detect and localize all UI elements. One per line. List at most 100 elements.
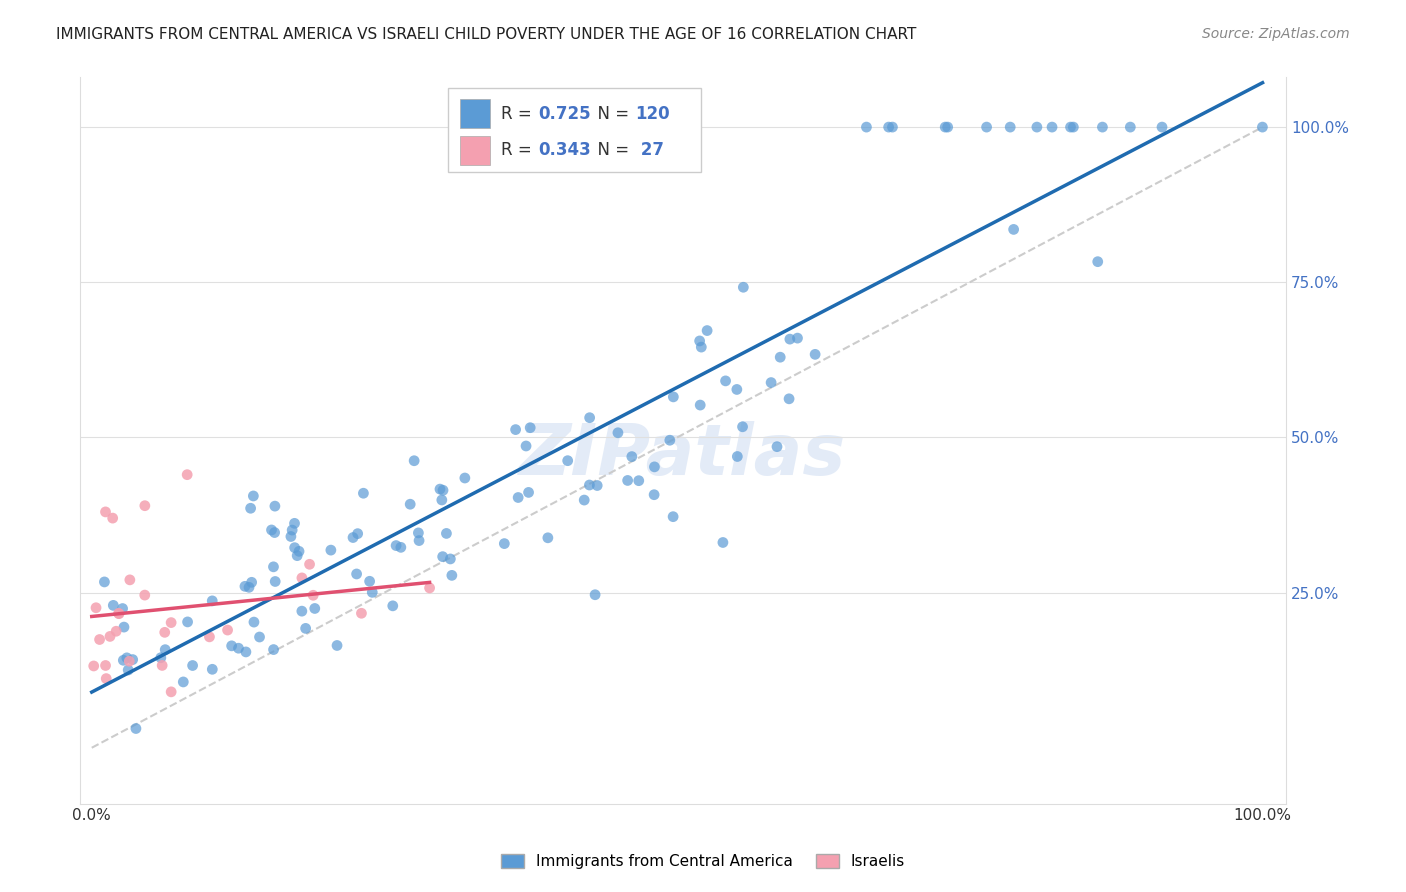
- Point: [408, 533, 430, 548]
- Point: [89, 632, 111, 647]
- FancyBboxPatch shape: [460, 136, 491, 165]
- Point: [643, 488, 665, 502]
- Point: [346, 526, 368, 541]
- Point: [350, 607, 373, 621]
- Point: [804, 347, 827, 361]
- Text: R =: R =: [501, 104, 537, 123]
- Point: [238, 580, 260, 594]
- Point: [385, 539, 408, 553]
- Point: [578, 410, 600, 425]
- Point: [430, 493, 453, 508]
- Text: 27: 27: [634, 141, 664, 159]
- Point: [134, 588, 156, 602]
- Point: [240, 575, 263, 590]
- Point: [121, 652, 143, 666]
- Point: [662, 390, 685, 404]
- Point: [264, 574, 287, 589]
- Point: [998, 120, 1021, 134]
- Point: [769, 350, 792, 364]
- Point: [759, 376, 782, 390]
- Point: [263, 525, 285, 540]
- Point: [419, 581, 441, 595]
- Point: [389, 541, 412, 555]
- Point: [731, 419, 754, 434]
- Point: [1040, 120, 1063, 134]
- Point: [181, 658, 204, 673]
- Point: [201, 662, 224, 676]
- Point: [96, 672, 118, 686]
- Point: [1150, 120, 1173, 134]
- Point: [112, 620, 135, 634]
- Point: [627, 474, 650, 488]
- Point: [94, 505, 117, 519]
- Point: [361, 585, 384, 599]
- Point: [620, 450, 643, 464]
- Point: [359, 574, 381, 589]
- Point: [280, 529, 302, 543]
- Point: [84, 600, 107, 615]
- Point: [1087, 254, 1109, 268]
- Point: [94, 658, 117, 673]
- Point: [1091, 120, 1114, 134]
- Point: [689, 334, 711, 348]
- Point: [976, 120, 998, 134]
- Point: [281, 523, 304, 537]
- Point: [118, 654, 141, 668]
- Point: [586, 478, 609, 492]
- Point: [302, 588, 325, 602]
- Point: [198, 630, 221, 644]
- Point: [264, 499, 287, 513]
- Point: [578, 478, 600, 492]
- Point: [228, 641, 250, 656]
- Point: [936, 120, 959, 134]
- Point: [786, 331, 808, 345]
- Point: [176, 467, 198, 482]
- Point: [432, 549, 454, 564]
- Point: [249, 630, 271, 644]
- Point: [855, 120, 877, 134]
- Point: [263, 642, 285, 657]
- Point: [239, 501, 262, 516]
- Point: [690, 340, 713, 354]
- Point: [877, 120, 900, 134]
- Legend: Immigrants from Central America, Israelis: Immigrants from Central America, Israeli…: [495, 848, 911, 875]
- Point: [117, 663, 139, 677]
- Point: [98, 629, 121, 643]
- Point: [235, 645, 257, 659]
- Point: [150, 658, 173, 673]
- Point: [291, 571, 314, 585]
- Point: [260, 523, 283, 537]
- Point: [934, 120, 956, 134]
- Point: [882, 120, 904, 134]
- Point: [172, 675, 194, 690]
- Point: [118, 573, 141, 587]
- Point: [103, 599, 125, 613]
- Point: [283, 516, 305, 531]
- Text: ZIPatlas: ZIPatlas: [519, 420, 846, 490]
- Text: N =: N =: [586, 104, 634, 123]
- Point: [284, 541, 307, 555]
- Point: [432, 483, 454, 498]
- Point: [326, 639, 349, 653]
- Point: [557, 453, 579, 467]
- Point: [1119, 120, 1142, 134]
- Point: [643, 459, 665, 474]
- Point: [201, 594, 224, 608]
- Point: [288, 544, 311, 558]
- Point: [342, 531, 364, 545]
- Point: [725, 383, 748, 397]
- Text: 120: 120: [634, 104, 669, 123]
- Point: [574, 493, 596, 508]
- Point: [263, 559, 285, 574]
- Point: [291, 604, 314, 618]
- Point: [221, 639, 243, 653]
- Point: [733, 280, 755, 294]
- Point: [160, 615, 183, 630]
- Point: [606, 425, 628, 440]
- Point: [176, 615, 198, 629]
- Point: [1002, 222, 1025, 236]
- FancyBboxPatch shape: [460, 99, 491, 128]
- Point: [517, 485, 540, 500]
- Point: [583, 588, 606, 602]
- Point: [454, 471, 477, 485]
